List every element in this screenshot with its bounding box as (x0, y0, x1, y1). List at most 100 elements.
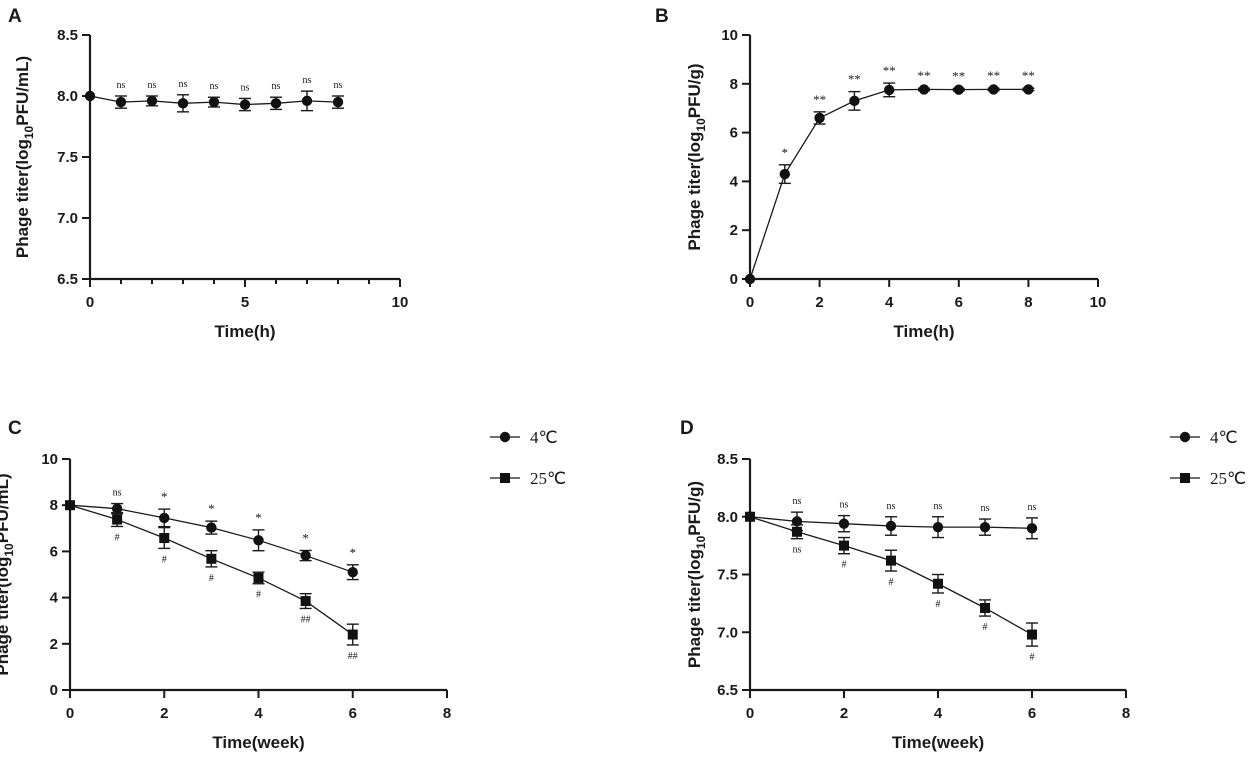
y-tick-label: 10 (41, 451, 58, 468)
data-point-circle (347, 566, 358, 578)
significance-label: # (983, 622, 988, 633)
x-tick-label: 10 (1090, 294, 1107, 311)
significance-label: * (161, 489, 168, 504)
significance-label: ns (1028, 502, 1037, 513)
x-tick-label: 10 (392, 294, 409, 311)
legend: 4℃ 25℃ (1170, 428, 1246, 488)
x-tick-label: 2 (840, 705, 848, 722)
significance-label: ns (934, 501, 943, 512)
significance-label: * (302, 530, 309, 545)
y-axis-title-subscript: 10 (2, 543, 16, 557)
data-point-circle (300, 550, 311, 561)
series-25c: ######## (65, 500, 359, 662)
data-point-circle (932, 521, 944, 533)
data-point-square (980, 602, 990, 613)
significance-label: ns (793, 496, 802, 507)
legend-label: 4℃ (1210, 428, 1238, 447)
legend-label: 25℃ (1210, 469, 1246, 488)
y-tick-label: 6 (730, 125, 738, 142)
data-point-circle (115, 96, 127, 108)
data-point-circle (791, 516, 803, 527)
x-tick-label: 6 (1028, 705, 1036, 722)
significance-label: ns (148, 80, 157, 91)
data-point-square (886, 555, 896, 566)
data-point-circle (177, 98, 189, 109)
legend-marker-square (1180, 473, 1190, 483)
x-tick-label: 2 (160, 705, 168, 722)
y-tick-label: 7.0 (717, 624, 738, 641)
data-point-square (159, 533, 170, 544)
data-point-circle (206, 522, 217, 533)
x-axis-title: Time(week) (212, 733, 304, 752)
data-point-circle (885, 520, 897, 532)
legend-marker-circle (499, 431, 511, 443)
significance-label: ns (887, 501, 896, 512)
significance-label: # (209, 573, 214, 584)
significance-label: # (162, 554, 167, 565)
x-axis-title: Time(h) (214, 322, 275, 341)
significance-label: ns (272, 81, 281, 92)
data-point-square (745, 511, 755, 522)
significance-label: ns (981, 503, 990, 514)
significance-label: ** (1022, 68, 1035, 83)
x-tick-label: 4 (254, 705, 263, 722)
panel-d: D 0 2 4 6 8 6.5 7.0 7.5 8.0 8.5 Time(week) Phage tit… (680, 418, 1246, 752)
y-tick-label: 4 (730, 173, 739, 190)
y-axis-title: Phage titer(log10PFU/g) (685, 481, 708, 668)
data-point-circle (270, 98, 282, 109)
significance-label: ns (210, 81, 219, 92)
x-axis-title: Time(week) (892, 733, 984, 752)
y-axis-title-unit: PFU/g) (685, 481, 704, 536)
data-point-circle (779, 168, 790, 180)
data-point-circle (159, 512, 170, 524)
data-point-square (65, 500, 75, 511)
significance-label: # (256, 590, 261, 601)
data-point-circle (253, 535, 264, 546)
data-point-circle (301, 95, 313, 107)
y-tick-label: 8.5 (57, 27, 78, 44)
x-tick-label: 4 (934, 705, 943, 722)
significance-label: # (115, 532, 120, 543)
y-axis-title-subscript: 10 (694, 118, 708, 132)
x-tick-label: 8 (443, 705, 451, 722)
data-point-circle (918, 84, 930, 95)
data-point-square (206, 553, 217, 564)
panel-letter: C (8, 418, 22, 439)
significance-label: # (936, 599, 941, 610)
panel-letter: B (655, 6, 669, 27)
legend-label: 25℃ (530, 469, 566, 488)
significance-label: ns (241, 82, 250, 93)
data-point-square (792, 526, 802, 537)
x-tick-label: 2 (815, 294, 823, 311)
x-tick-label: 6 (349, 705, 357, 722)
significance-label: ** (813, 92, 826, 107)
data-point-circle (84, 90, 96, 102)
panel-letter: D (680, 418, 694, 439)
y-axis-title-main: Phage titer(log (685, 549, 704, 668)
data-point-square (933, 578, 943, 589)
data-point-circle (1023, 84, 1034, 95)
legend: 4℃ 25℃ (490, 428, 566, 488)
y-axis-title-main: Phage titer(log (13, 139, 32, 258)
x-tick-label: 0 (746, 705, 754, 722)
legend-marker-square (500, 473, 510, 483)
data-point-circle (884, 84, 895, 96)
y-axis-title-unit: PFU/mL) (0, 473, 12, 543)
series-4c: ns ns ns ns ns ns (744, 496, 1038, 540)
series-4c: ns * * * * * (64, 488, 359, 581)
significance-label: ** (848, 72, 861, 87)
data-point-circle (1026, 523, 1038, 534)
data-point-square (839, 540, 849, 551)
y-tick-label: 6.5 (717, 682, 738, 699)
series-0: ns ns ns ns ns ns ns ns (84, 75, 344, 113)
y-axis-title: Phage titer(log10PFU/g) (685, 63, 708, 250)
significance-label: * (782, 145, 789, 160)
y-tick-label: 7.5 (717, 567, 738, 584)
significance-label: ns (303, 75, 312, 86)
y-axis-title: Phage titer(log10PFU/mL) (0, 473, 16, 675)
y-tick-label: 0 (50, 682, 58, 699)
panel-a: A 0 5 10 6.5 7.0 7.5 8.0 8.5 Time(h) Phage titer(l… (8, 6, 408, 341)
significance-label: ## (301, 614, 311, 625)
y-axis-title: Phage titer(log10PFU/mL) (13, 56, 36, 258)
